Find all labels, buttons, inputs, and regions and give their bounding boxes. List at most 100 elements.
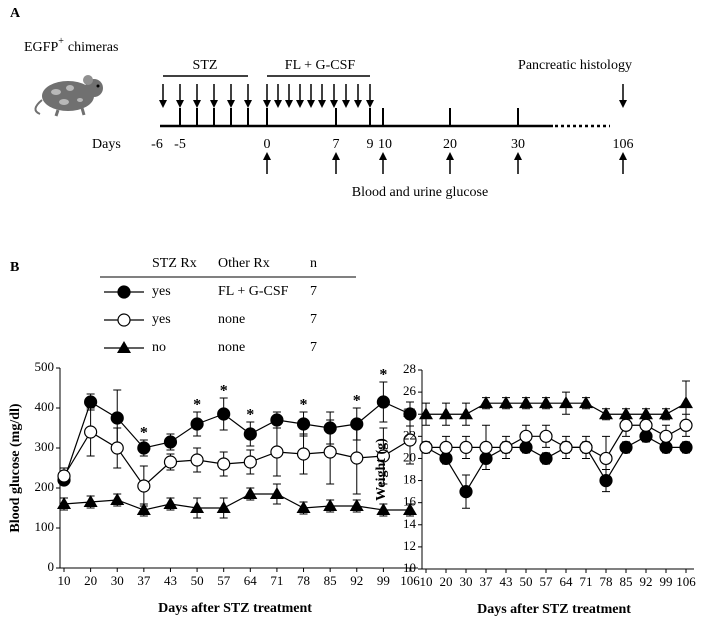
marker [57,469,71,483]
y-tick-label: 12 [403,538,416,553]
marker [110,411,124,425]
marker [499,396,513,409]
y-axis-title: Weight (g) [374,438,389,501]
y-tick-label: 26 [403,383,417,398]
x-tick-label: 37 [480,574,494,589]
legend-marker [117,313,131,327]
marker [296,501,311,513]
x-tick-label: 71 [270,573,283,588]
charts: 0 100 200 300 400 500 10 20 30 37 43 50 57 64 71 78 85 92… [8,359,696,617]
mouse-icon [34,75,103,117]
marker [190,501,205,513]
marker [479,451,493,466]
marker [599,407,613,420]
x-axis-title: Days after STZ treatment [158,601,312,616]
marker [639,429,653,443]
day-label: 30 [511,137,525,152]
marker [479,396,493,409]
x-tick-label: 57 [540,574,554,589]
marker [579,440,593,454]
marker [619,440,633,454]
legend-header: STZ Rx [152,256,197,271]
marker [163,497,178,509]
marker [110,441,124,455]
marker [270,445,284,459]
annotation: * [193,397,201,414]
marker [296,447,311,461]
day-label: -5 [174,137,186,152]
legend-cell: none [218,312,245,327]
annotation: * [379,367,387,384]
legend-marker [117,341,131,353]
x-tick-label: 10 [420,574,433,589]
marker [439,451,453,466]
day-label: 0 [264,137,271,152]
marker [459,440,473,454]
marker [639,407,653,420]
x-tick-label: 30 [460,574,473,589]
marker [539,396,553,409]
y-tick-label: 10 [403,560,416,575]
x-tick-label: 78 [600,574,613,589]
marker [350,451,364,465]
marker [679,396,693,409]
marker [579,396,593,409]
marker [559,396,573,409]
marker [559,440,573,454]
marker [519,429,533,443]
day-label: 106 [613,137,634,152]
x-tick-label: 20 [440,574,453,589]
marker [296,417,311,431]
marker [419,407,433,420]
marker [679,418,693,432]
marker [57,497,71,509]
y-tick-label: 400 [35,399,55,414]
day-label: 7 [333,137,340,152]
marker [190,417,204,431]
legend-cell: yes [152,284,171,299]
marker [323,445,337,459]
marker [439,440,453,454]
marker [270,413,284,427]
y-tick-label: 18 [403,472,416,487]
marker [136,503,151,515]
y-tick-label: 28 [403,361,416,376]
marker [137,441,151,455]
marker [269,487,284,499]
marker [479,440,493,454]
glucose-label: Blood and urine glucose [352,185,488,200]
marker [163,455,178,469]
marker [619,407,633,420]
y-tick-label: 100 [35,519,55,534]
y-tick-label: 300 [35,439,55,454]
marker [216,501,231,513]
legend-cell: none [218,340,245,355]
marker [376,503,391,515]
x-tick-label: 71 [580,574,593,589]
annotation: * [300,397,308,414]
marker [519,440,533,454]
marker [639,418,653,432]
annotation: * [220,383,228,400]
group-label: EGFP+ chimeras [24,36,118,55]
day-label: -6 [151,137,163,152]
marker [349,499,364,511]
marker [137,479,151,493]
marker [679,440,693,454]
marker [243,427,257,441]
legend-cell: 7 [310,312,317,327]
annotation: * [246,407,254,424]
x-tick-label: 43 [500,574,513,589]
x-tick-label: 99 [660,574,673,589]
marker [217,457,231,471]
y-tick-label: 20 [403,449,416,464]
stz-label: STZ [193,58,218,73]
legend-header: Other Rx [218,256,270,271]
y-tick-label: 14 [403,516,417,531]
marker [110,493,125,505]
day-label: 20 [443,137,457,152]
legend-cell: yes [152,312,171,327]
panel-label: B [10,260,19,275]
marker [539,451,553,466]
